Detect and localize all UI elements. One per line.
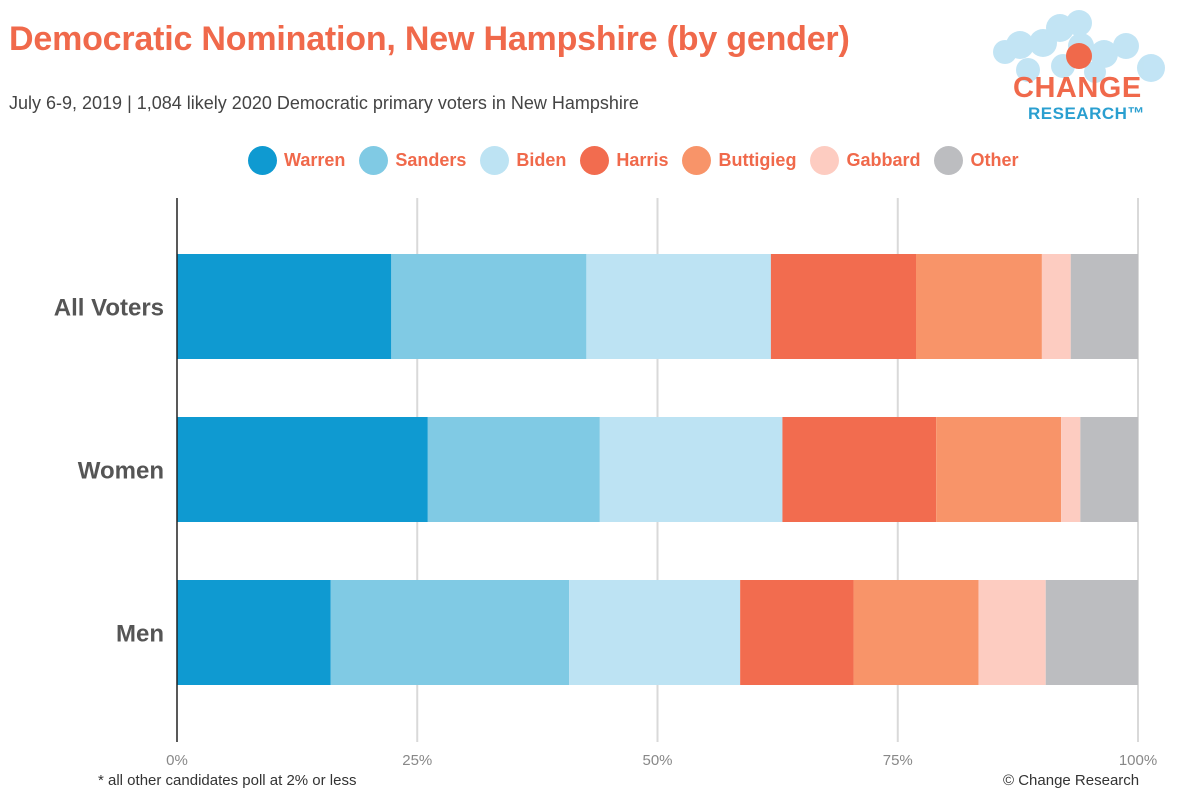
legend-swatch-warren [248,146,277,175]
bar-all-voters-biden [586,254,771,359]
bar-women-sanders [427,417,600,522]
x-tick-label-25: 25% [402,752,432,769]
x-tick-label-0: 0% [166,752,188,769]
bar-women-other [1080,417,1138,522]
chart-subtitle: July 6-9, 2019 | 1,084 likely 2020 Democ… [9,93,639,113]
legend-label-sanders: Sanders [395,150,467,170]
legend-label-warren: Warren [284,150,346,170]
bar-men-other [1045,580,1138,685]
chart-legend: Warren Sanders Biden Harris Buttigieg Gabbard… [248,146,1032,175]
bar-all-voters-sanders [391,254,587,359]
bar-all-voters-warren [177,254,392,359]
legend-label-buttigieg: Buttigieg [718,150,797,170]
bar-women-biden [599,417,783,522]
legend-label-other: Other [970,150,1019,170]
legend-item-biden: Biden [480,146,566,175]
bar-men-warren [177,580,331,685]
legend-item-buttigieg: Buttigieg [682,146,796,175]
legend-swatch-harris [580,146,610,175]
bar-all-voters-buttigieg [916,254,1042,359]
bar-men-harris [740,580,854,685]
chart-title: Democratic Nomination, New Hampshire (by… [9,20,850,58]
bar-women-gabbard [1061,417,1081,522]
x-tick-label-50: 50% [642,752,672,769]
legend-label-harris: Harris [616,150,669,170]
legend-label-biden: Biden [516,150,567,170]
legend-item-other: Other [934,146,1018,175]
bar-men-biden [569,580,741,685]
bar-men-gabbard [978,580,1046,685]
credit: © Change Research [1003,772,1140,789]
bar-men-buttigieg [853,580,979,685]
bar-all-voters-gabbard [1041,254,1071,359]
logo-wordmark-change: CHANGE [1013,72,1142,104]
legend-swatch-sanders [359,146,389,175]
bar-women-buttigieg [936,417,1062,522]
x-tick-label-100: 100% [1119,752,1157,769]
bar-men-sanders [330,580,570,685]
category-label-all-voters: All Voters [54,295,164,322]
legend-item-gabbard: Gabbard [810,146,920,175]
legend-item-harris: Harris [580,146,668,175]
legend-swatch-other [934,146,964,175]
change-research-logo-icon [993,10,1165,83]
legend-swatch-buttigieg [682,146,712,175]
bar-women-harris [782,417,937,522]
bar-women-warren [177,417,428,522]
legend-swatch-gabbard [810,146,840,175]
category-label-women: Women [78,458,164,485]
legend-item-warren: Warren [248,146,345,175]
legend-label-gabbard: Gabbard [846,150,921,170]
category-label-men: Men [116,621,164,648]
bar-all-voters-other [1070,254,1138,359]
legend-item-sanders: Sanders [359,146,466,175]
footnote: * all other candidates poll at 2% or les… [98,772,357,789]
bar-all-voters-harris [770,254,917,359]
logo-wordmark-research: RESEARCH™ [1028,104,1145,123]
x-tick-label-75: 75% [883,752,913,769]
legend-swatch-biden [480,146,510,175]
